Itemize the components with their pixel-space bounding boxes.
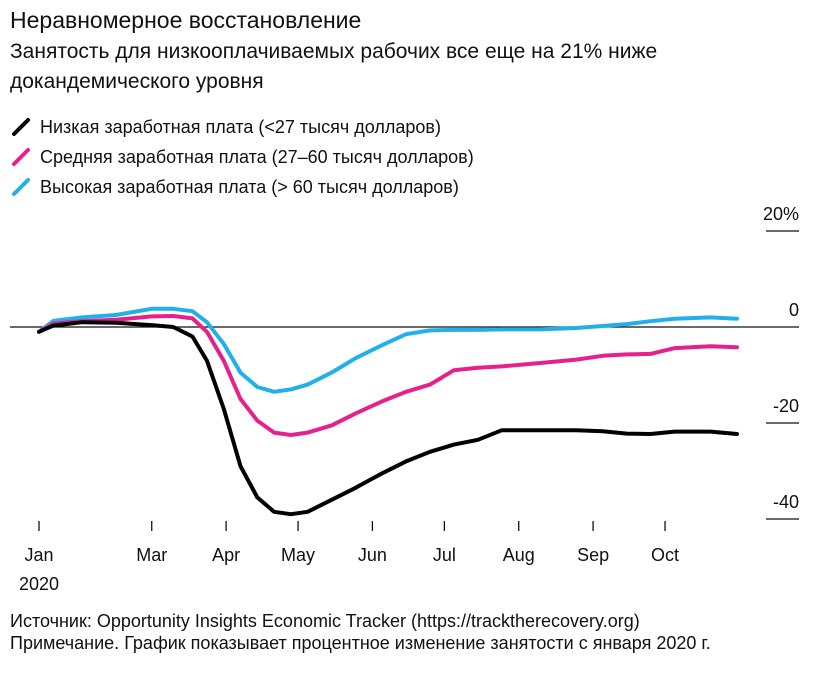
legend-swatch-low	[12, 118, 30, 136]
x-tick-label: Jun	[358, 545, 387, 565]
x-tick-label: Sep	[577, 545, 609, 565]
legend: Низкая заработная плата (<27 тысяч долла…	[10, 112, 474, 202]
legend-swatch-middle	[12, 148, 30, 166]
note-text: Примечание. График показывает процентное…	[10, 633, 711, 653]
line-chart: 20% 0 -20 -40 Jan Mar Apr May Jun Jul Aug Sep Oct 202…	[10, 204, 799, 594]
y-tick-label: -20	[773, 396, 799, 416]
legend-item-middle: Средняя заработная плата (27–60 тысяч до…	[10, 142, 474, 172]
x-tick-label: Jan	[24, 545, 53, 565]
series-line-middle	[37, 314, 739, 437]
source-text: Источник: Opportunity Insights Economic …	[10, 611, 640, 631]
x-tick-label: Oct	[651, 545, 679, 565]
chart-title: Неравномерное восстановление	[10, 7, 362, 33]
x-tick-label: Jul	[433, 545, 456, 565]
legend-label-low: Низкая заработная плата (<27 тысяч долла…	[40, 116, 441, 137]
series-line-high	[37, 306, 739, 394]
legend-item-high: Высокая заработная плата (> 60 тысяч дол…	[10, 172, 474, 202]
x-tick-label: Apr	[212, 545, 240, 565]
legend-swatch-high	[12, 178, 30, 196]
chart-subtitle: Занятость для низкооплачиваемых рабочих …	[10, 40, 658, 93]
source-note: Источник: Opportunity Insights Economic …	[10, 610, 822, 654]
legend-item-low: Низкая заработная плата (<27 тысяч долла…	[10, 112, 474, 142]
y-tick-label: -40	[773, 492, 799, 512]
x-tick-label: May	[281, 545, 315, 565]
y-tick-label: 20%	[763, 204, 799, 224]
legend-label-high: Высокая заработная плата (> 60 тысяч дол…	[40, 176, 459, 197]
y-tick-label: 0	[789, 300, 799, 320]
x-tick-label: Aug	[503, 545, 535, 565]
x-tick-label: Mar	[136, 545, 167, 565]
legend-label-middle: Средняя заработная плата (27–60 тысяч до…	[40, 146, 474, 167]
x-year-label: 2020	[19, 574, 59, 594]
series-line-low	[37, 320, 739, 517]
